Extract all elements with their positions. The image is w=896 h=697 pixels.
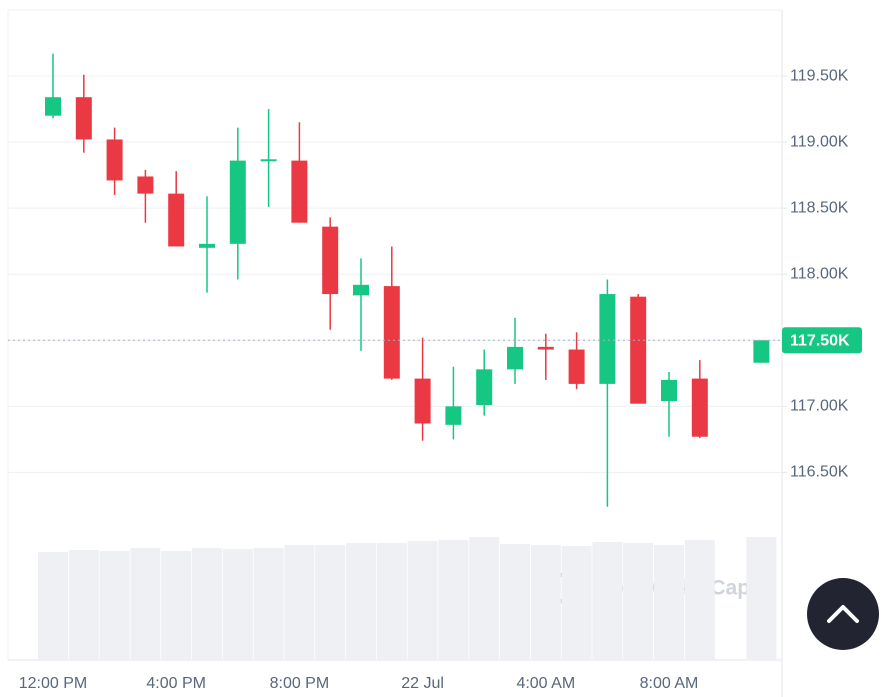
y-tick-label: 119.00K xyxy=(790,133,849,150)
volume-bar xyxy=(222,549,253,660)
chevron-icon xyxy=(827,605,859,623)
candle-body xyxy=(353,284,369,296)
y-tick-label: 118.50K xyxy=(790,199,849,216)
scroll-top-button[interactable] xyxy=(807,578,879,650)
y-tick-label: 119.50K xyxy=(790,67,849,84)
volume-bar xyxy=(315,545,346,660)
volume-bar xyxy=(500,544,530,660)
y-tick-label: 117.00K xyxy=(790,398,849,415)
candle-body xyxy=(106,139,123,181)
volume-bar xyxy=(38,552,68,660)
current-price-label: 117.50K xyxy=(790,333,850,350)
candle-body xyxy=(199,243,215,248)
candle-body xyxy=(137,176,154,194)
volume-bar xyxy=(623,543,654,660)
candle-body xyxy=(445,406,462,425)
volume-bar xyxy=(130,548,161,660)
current-price-badge xyxy=(782,327,862,354)
x-tick-label: 4:00 PM xyxy=(146,675,206,692)
candle-body xyxy=(383,286,400,379)
volume-bar xyxy=(592,542,623,660)
candle-body xyxy=(260,159,277,162)
y-tick-label: 116.50K xyxy=(790,464,849,481)
candle-body xyxy=(476,369,493,406)
x-tick-label: 12:00 PM xyxy=(19,675,87,692)
candle-body xyxy=(75,97,92,140)
candle-body xyxy=(568,349,585,384)
candle-body xyxy=(45,97,61,116)
volume-bar xyxy=(438,540,469,660)
candle-body xyxy=(414,378,431,424)
volume-bar xyxy=(346,543,376,660)
x-tick-label: 4:00 AM xyxy=(516,675,575,692)
candle-body xyxy=(691,378,708,437)
x-tick-label: 8:00 PM xyxy=(270,675,330,692)
volume-bar xyxy=(469,537,500,660)
volume-bar xyxy=(99,551,130,660)
volume-bar xyxy=(161,551,192,660)
volume-bar xyxy=(530,545,561,660)
volume-bar xyxy=(253,548,284,660)
y-tick-label: 118.00K xyxy=(790,265,849,282)
candle-body xyxy=(322,226,339,295)
candle-body xyxy=(599,294,616,384)
candle-body xyxy=(537,346,554,350)
volume-bar xyxy=(68,550,99,660)
candle-body xyxy=(229,160,246,244)
volume-bar xyxy=(284,545,315,660)
candle-body xyxy=(168,193,185,247)
x-tick-label: 22 Jul xyxy=(401,675,444,692)
volume-bar xyxy=(376,543,407,660)
volume-bar xyxy=(684,540,715,660)
candle-body xyxy=(753,340,770,363)
volume-bar xyxy=(746,537,777,660)
volume-bar xyxy=(654,545,684,660)
volume-bar xyxy=(407,541,438,660)
candle-body xyxy=(291,160,308,223)
candle-body xyxy=(630,296,647,404)
volume-bar xyxy=(561,546,592,660)
x-tick-label: 8:00 AM xyxy=(640,675,699,692)
volume-bar xyxy=(192,548,222,660)
candle-body xyxy=(507,346,523,370)
candle-body xyxy=(661,379,677,402)
